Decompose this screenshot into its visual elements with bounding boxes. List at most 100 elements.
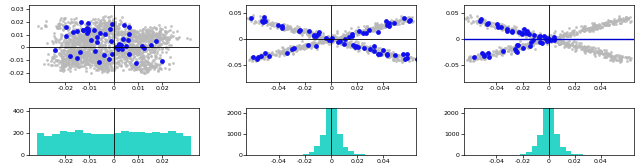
- Point: [116, 31, 127, 33]
- Point: [93, 26, 103, 28]
- Point: [113, 61, 124, 64]
- Point: [82, 32, 92, 34]
- Point: [93, 53, 104, 56]
- Point: [94, 41, 104, 44]
- Point: [552, 38, 562, 40]
- Point: [78, 56, 88, 59]
- Point: [87, 52, 97, 54]
- Point: [610, 57, 620, 59]
- Point: [111, 45, 122, 48]
- Point: [306, 42, 316, 44]
- Point: [97, 59, 107, 62]
- Point: [120, 62, 131, 64]
- Point: [590, 49, 600, 52]
- Point: [280, 50, 290, 53]
- Point: [124, 67, 134, 70]
- Point: [502, 30, 513, 32]
- Point: [289, 28, 300, 31]
- Point: [115, 55, 125, 58]
- Point: [86, 48, 96, 50]
- Point: [252, 58, 262, 61]
- Point: [279, 29, 289, 32]
- Point: [150, 37, 161, 40]
- Point: [332, 30, 342, 33]
- Point: [77, 45, 87, 47]
- Point: [476, 54, 486, 57]
- Point: [339, 42, 349, 45]
- Point: [77, 62, 88, 64]
- Point: [352, 33, 362, 36]
- Point: [85, 59, 95, 62]
- Point: [515, 33, 525, 36]
- Point: [74, 35, 84, 38]
- Point: [63, 28, 73, 31]
- Point: [494, 46, 504, 49]
- Point: [95, 30, 106, 32]
- Point: [70, 42, 80, 44]
- Point: [92, 24, 102, 26]
- Point: [552, 41, 562, 44]
- Point: [129, 56, 139, 59]
- Point: [106, 66, 116, 68]
- Point: [154, 31, 164, 33]
- Point: [47, 56, 57, 58]
- Point: [494, 24, 504, 27]
- Point: [147, 39, 157, 42]
- Point: [480, 51, 490, 54]
- Point: [160, 35, 170, 37]
- Point: [110, 43, 120, 45]
- Point: [142, 35, 152, 38]
- Point: [58, 18, 68, 21]
- Point: [362, 47, 372, 50]
- Point: [125, 41, 136, 43]
- Point: [145, 50, 155, 52]
- Point: [502, 27, 512, 29]
- Point: [469, 56, 479, 59]
- Point: [560, 43, 570, 46]
- Point: [100, 67, 110, 70]
- Point: [109, 23, 120, 26]
- Point: [127, 30, 137, 32]
- Point: [118, 30, 128, 33]
- Point: [79, 54, 89, 56]
- Point: [152, 34, 163, 36]
- Point: [599, 22, 609, 24]
- Point: [149, 26, 159, 28]
- Point: [532, 38, 542, 41]
- Point: [477, 54, 487, 57]
- Point: [547, 39, 557, 42]
- Point: [257, 20, 268, 23]
- Point: [125, 44, 136, 47]
- Point: [120, 44, 131, 47]
- Point: [588, 28, 598, 31]
- Point: [121, 57, 131, 60]
- Point: [75, 58, 85, 60]
- Point: [155, 67, 165, 70]
- Point: [79, 48, 89, 50]
- Point: [389, 21, 399, 24]
- Point: [70, 36, 80, 38]
- Point: [394, 20, 404, 23]
- Point: [114, 42, 124, 45]
- Point: [538, 39, 548, 42]
- Point: [499, 28, 509, 31]
- Point: [83, 37, 93, 40]
- Point: [537, 39, 547, 42]
- Point: [545, 37, 555, 40]
- Point: [150, 62, 160, 65]
- Point: [287, 29, 298, 32]
- Point: [74, 55, 84, 57]
- Point: [575, 45, 586, 47]
- Point: [335, 41, 345, 44]
- Point: [392, 55, 403, 58]
- Point: [53, 39, 63, 41]
- Point: [291, 30, 301, 33]
- Point: [145, 38, 156, 41]
- Point: [93, 58, 103, 60]
- Point: [532, 36, 542, 39]
- Point: [97, 53, 108, 56]
- Point: [58, 28, 68, 30]
- Point: [477, 57, 487, 59]
- Point: [78, 45, 88, 48]
- Point: [65, 48, 76, 51]
